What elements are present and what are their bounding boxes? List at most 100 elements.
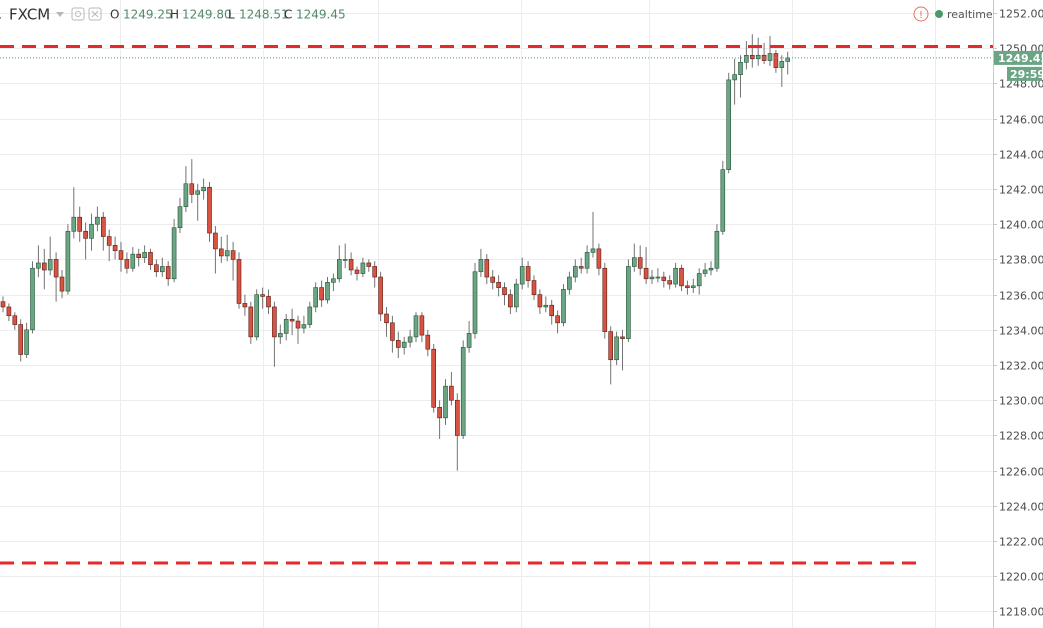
high-value: 1249.80 [182,8,232,22]
candle-body-down [395,340,401,348]
candle-body-down [124,259,130,269]
candle-body-down [366,262,372,267]
candle-body-up [331,278,336,283]
y-tick-label: 1220.00 [999,571,1043,584]
candle-body-up [708,267,714,271]
candle-body-down [602,267,608,332]
candle-body-up [360,262,366,274]
candle-body-down [454,399,460,436]
candle-body-up [755,54,761,60]
candle-body-down [685,285,690,288]
candle-body-down [165,266,171,280]
candle-body-down [508,294,513,308]
y-tick-label: 1236.00 [999,290,1043,303]
candle-body-up [690,285,696,288]
candle-body-up [655,276,661,279]
open-value: 1249.25 [123,8,173,22]
y-tick-label: 1246.00 [999,114,1043,127]
status-dot [935,10,943,18]
candle-body-up [720,169,726,232]
candle-body-up [567,276,572,290]
candle-body-down [289,318,295,322]
candle-body-down [53,259,59,278]
candle-body-down [148,252,153,266]
candle-body-up [413,315,419,338]
candle-body-down [6,306,12,317]
candle-body-up [785,57,791,62]
candle-body-down [118,250,124,260]
candle-body-down [319,287,324,301]
candle-body-down [667,280,673,285]
candle-body-down [230,250,236,260]
countdown-box [1007,66,1042,81]
candle-body-up [472,271,478,334]
candle-body-down [773,53,779,68]
last-price-label: 1249.45 [998,52,1043,65]
candle-body-down [490,276,496,283]
y-tick-label: 1234.00 [999,325,1043,338]
y-tick-label: 1244.00 [999,149,1043,162]
y-tick-label: 1232.00 [999,360,1043,373]
candle-body-down [425,334,431,350]
candle-body-down [502,287,507,295]
high-label: H [170,8,179,22]
candle-body-up [407,336,413,343]
candle-body-down [272,306,277,338]
candle-body-up [631,257,637,267]
warning-icon[interactable] [913,6,929,22]
time-grid [120,0,936,628]
candle-body-up [71,216,77,232]
candle-body-down [608,331,614,361]
candle-body-up [673,267,678,285]
candle-body-down [390,322,395,341]
y-tick-label: 1218.00 [999,606,1043,619]
candle-body-up [142,252,147,258]
candle-body-down [213,232,218,250]
close-icon[interactable] [88,7,102,21]
candle-body-down [101,216,106,237]
candle-body-down [207,186,212,234]
settings-icon[interactable] [71,7,85,21]
candle-body-up [466,333,472,348]
candle-body-up [224,250,230,257]
candles [0,34,791,471]
candle-body-down [679,267,684,287]
candle-body-down [419,315,425,336]
candle-body-up [696,273,702,287]
candle-body-up [307,306,313,325]
candle-body-down [620,336,625,339]
candle-body-up [301,324,307,329]
y-tick-label: 1226.00 [999,466,1043,479]
candle-body-up [519,266,525,285]
y-tick-label: 1238.00 [999,254,1043,267]
candle-body-down [378,276,383,315]
candle-body-down [106,236,112,246]
candle-body-up [325,282,330,301]
candle-body-down [384,313,389,324]
candle-body-up [24,329,29,355]
y-tick-label: 1230.00 [999,395,1043,408]
candle-body-down [154,264,159,273]
overlays [0,44,993,565]
candle-body-up [183,183,189,207]
candle-body-up [744,54,749,63]
candle-body-down [59,276,65,292]
candle-body-up [584,252,590,269]
candle-body-down [749,54,755,60]
candle-body-down [83,230,88,239]
low-label: L [228,8,235,22]
candle-body-up [401,341,407,348]
candle-body-up [195,190,200,195]
candle-body-down [266,296,271,308]
y-tick-label: 1242.00 [999,184,1043,197]
y-tick-label: 1224.00 [999,501,1043,514]
dropdown-icon[interactable] [56,12,64,17]
candle-body-down [537,294,543,308]
candle-body-up [732,74,737,81]
settings-icon-dot [75,11,81,17]
candle-body-down [643,267,649,280]
candle-body-up [590,248,596,253]
cut-text: , [0,8,2,22]
close-value: 1249.45 [296,8,346,22]
